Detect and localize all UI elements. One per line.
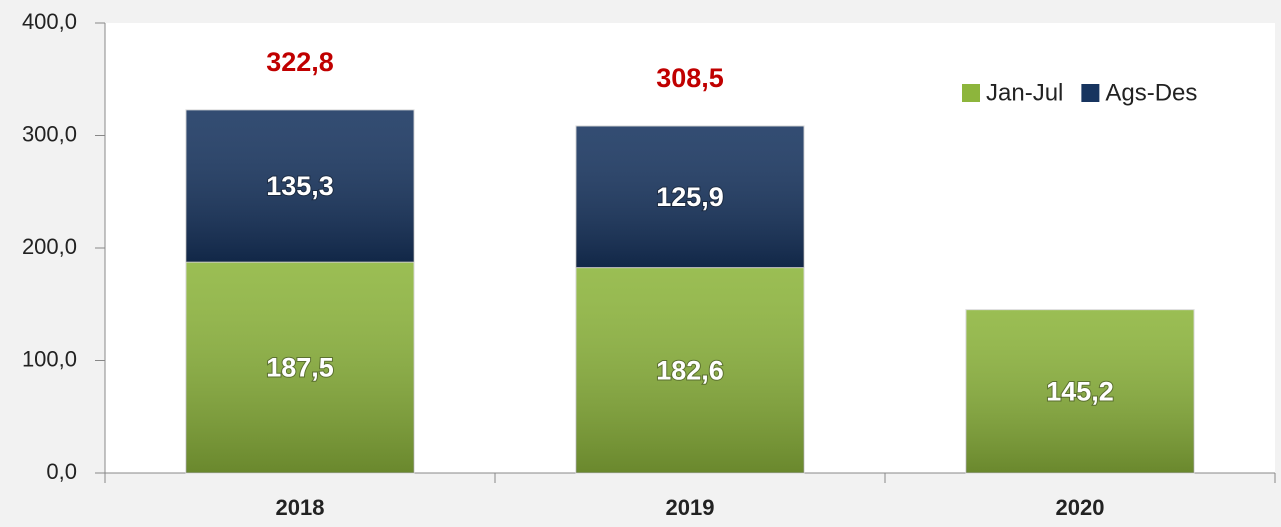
- x-tick-label: 2020: [1056, 495, 1105, 520]
- y-tick-label: 0,0: [46, 459, 77, 484]
- total-label: 308,5: [656, 63, 724, 93]
- data-label: 125,9: [656, 182, 724, 212]
- bar-shade: [185, 262, 415, 473]
- bar-shade: [185, 109, 415, 263]
- data-label: 182,6: [656, 355, 724, 385]
- y-tick-label: 400,0: [22, 9, 77, 34]
- data-label: 135,3: [266, 171, 334, 201]
- y-tick-label: 200,0: [22, 234, 77, 259]
- bar-shade: [965, 309, 1195, 473]
- data-label: 145,2: [1046, 376, 1114, 406]
- legend-swatch: [962, 84, 980, 102]
- total-label: 322,8: [266, 47, 334, 77]
- bar-shade: [575, 125, 805, 268]
- legend-label: Ags-Des: [1105, 79, 1197, 106]
- data-label: 187,5: [266, 353, 334, 383]
- y-tick-label: 300,0: [22, 121, 77, 146]
- bar-shade: [575, 267, 805, 473]
- y-tick-label: 100,0: [22, 346, 77, 371]
- x-tick-label: 2018: [276, 495, 325, 520]
- x-tick-label: 2019: [666, 495, 715, 520]
- legend-label: Jan-Jul: [986, 79, 1063, 106]
- legend-swatch: [1081, 84, 1100, 102]
